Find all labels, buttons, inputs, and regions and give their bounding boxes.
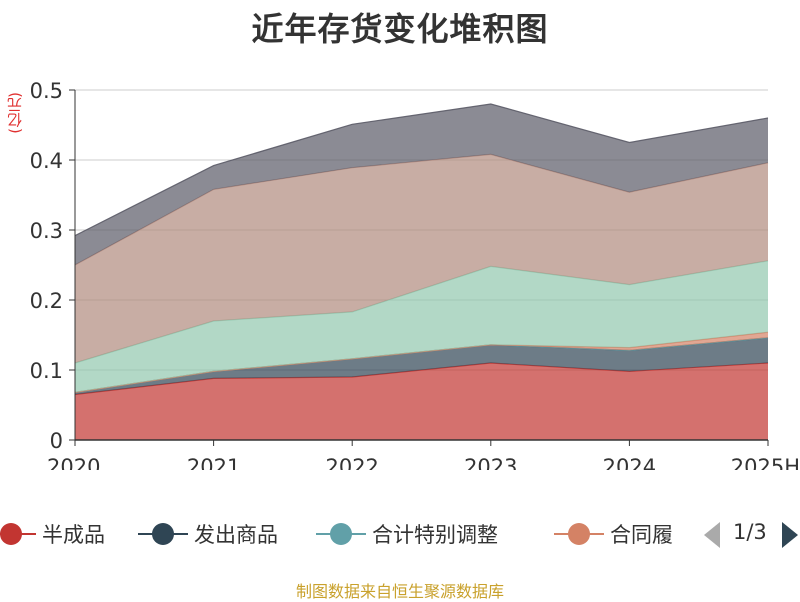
y-tick-label: 0.4 [30,149,63,173]
legend-item[interactable]: 发出商品 [138,516,278,552]
y-tick-label: 0.1 [30,359,63,383]
legend-marker-icon [0,516,36,552]
x-tick-label: 2021 [187,455,240,470]
y-tick-labels: 0 0.1 0.2 0.3 0.4 0.5 [30,79,63,453]
legend-pager: 1/3 [700,520,800,550]
legend-next-page-icon[interactable] [782,522,798,548]
area-series [74,103,769,440]
chart-title: 近年存货变化堆积图 [251,10,549,48]
legend-item[interactable]: 合计特别调整 [316,516,498,552]
area-series-line-5 [74,153,769,266]
x-tick-labels: 2020 2021 2022 2023 2024 2025H [47,455,800,470]
y-tick-label: 0.2 [30,289,63,313]
legend-item[interactable]: 合同履 [554,516,673,552]
legend: 半成品 发出商品 合计特别调整 合同履 [0,516,800,552]
y-tick-label: 0.5 [30,79,63,103]
x-tick-label: 2024 [603,455,656,470]
area-series-0 [75,363,768,440]
legend-marker-icon [138,516,188,552]
x-tick-label: 2020 [47,455,100,470]
data-source-note: 制图数据来自恒生聚源数据库 [295,582,504,601]
area-series-1 [75,337,768,395]
area-series-line-6 [74,103,769,237]
legend-prev-page-icon[interactable] [704,522,720,548]
axes [69,89,769,446]
area-series-5 [75,154,768,363]
legend-page-indicator: 1/3 [733,520,767,544]
area-series-6 [75,104,768,265]
legend-label: 半成品 [42,523,105,547]
legend-label: 合同履 [610,523,673,547]
x-tick-label: 2025H [731,455,800,470]
x-tick-label: 2023 [464,455,517,470]
legend-item[interactable]: 半成品 [0,516,105,552]
area-series-4 [75,260,768,393]
y-tick-label: 0 [50,429,63,453]
legend-marker-icon [554,516,604,552]
legend-label: 合计特别调整 [372,523,498,547]
legend-label: 发出商品 [194,523,278,547]
legend-marker-icon [316,516,366,552]
stacked-area-chart: 00.10.20.30.40.5 2020 2021 2022 2023 2024 202… [30,79,800,470]
x-tick-label: 2022 [325,455,378,470]
y-tick-label: 0.3 [30,219,63,243]
